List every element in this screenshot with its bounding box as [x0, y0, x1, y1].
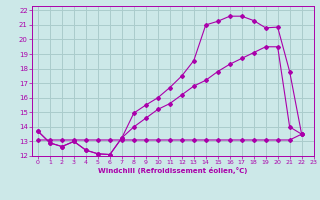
X-axis label: Windchill (Refroidissement éolien,°C): Windchill (Refroidissement éolien,°C): [98, 167, 247, 174]
